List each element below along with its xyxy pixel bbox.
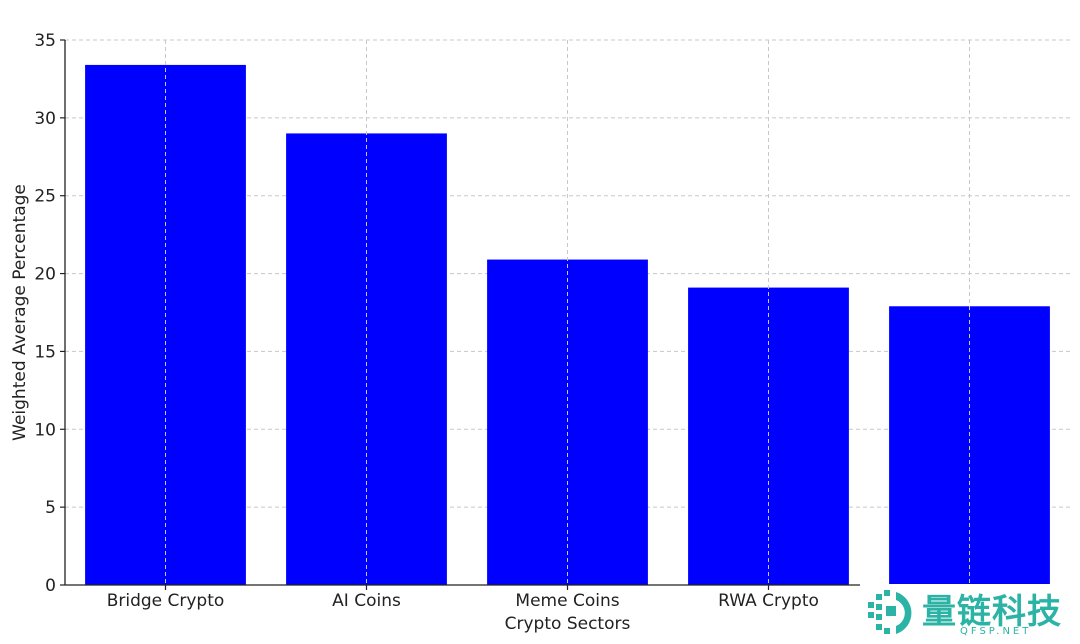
y-axis-title: Weighted Average Percentage <box>10 184 30 441</box>
y-tick-label: 20 <box>34 265 56 285</box>
watermark: 量链科技 QFSP.NET <box>860 584 1080 642</box>
y-tick-label: 30 <box>34 109 56 129</box>
x-axis-title: Crypto Sectors <box>505 614 631 634</box>
y-tick-label: 25 <box>34 187 56 207</box>
y-tick-label: 5 <box>45 498 56 518</box>
watermark-text: 量链科技 <box>922 592 1062 632</box>
bars <box>85 40 1050 585</box>
y-tick-label: 35 <box>34 31 56 51</box>
bar <box>85 64 246 585</box>
qfsp-logo-icon <box>868 590 912 634</box>
y-tick-labels: 0 5 10 15 20 25 30 35 <box>34 31 56 596</box>
y-tick-label: 10 <box>34 420 56 440</box>
y-tick-label: 15 <box>34 342 56 362</box>
y-tick-label: 0 <box>45 576 56 596</box>
x-tick-label: Meme Coins <box>515 591 619 611</box>
x-tick-label: AI Coins <box>332 591 401 611</box>
x-tick-labels: Bridge Crypto AI Coins Meme Coins RWA Crypt… <box>107 591 819 611</box>
watermark-subtext: QFSP.NET <box>960 626 1032 637</box>
x-tick-label: RWA Crypto <box>718 591 819 611</box>
x-tick-label: Bridge Crypto <box>107 591 225 611</box>
